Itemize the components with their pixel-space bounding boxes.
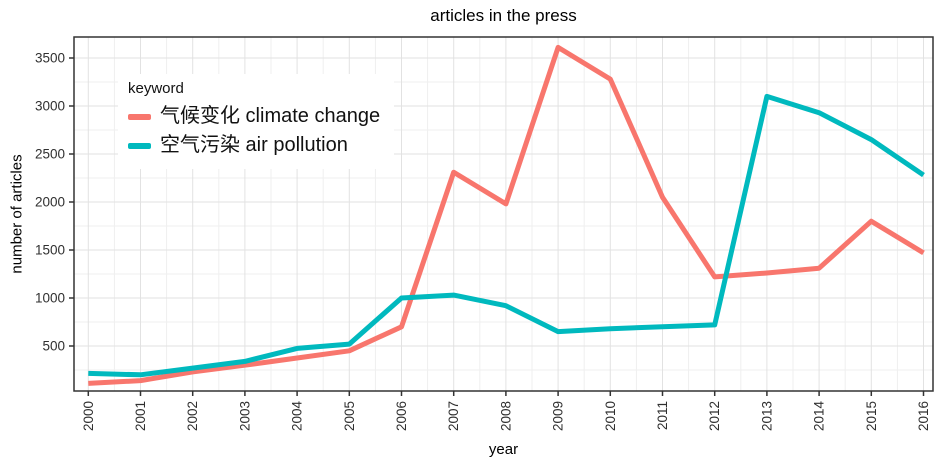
y-tick-label: 1500 <box>35 243 65 258</box>
legend-entry-climate-change: 气候变化 climate change <box>126 103 380 130</box>
series-line-climate-change <box>88 44 925 386</box>
y-tick-label: 2000 <box>35 195 65 210</box>
x-tick-label: 2008 <box>498 401 513 431</box>
air-pollution-line-swatch <box>128 142 151 149</box>
legend-label-climate-change: 气候变化 climate change <box>160 105 381 127</box>
x-tick-label: 2013 <box>759 401 774 431</box>
series-line-air-pollution <box>88 93 925 378</box>
x-tick-label: 2000 <box>81 401 96 431</box>
y-tick-label: 3000 <box>35 99 65 114</box>
x-tick-label: 2015 <box>864 401 879 431</box>
x-tick-label: 2007 <box>446 401 461 431</box>
x-tick-label: 2005 <box>342 401 357 431</box>
x-tick-label: 2010 <box>603 401 618 431</box>
legend-entry-air-pollution: 空气污染 air pollution <box>126 132 380 159</box>
y-tick-label: 500 <box>42 339 65 354</box>
x-tick-label: 2009 <box>551 401 566 431</box>
y-tick-label: 3500 <box>35 51 65 66</box>
x-tick-label: 2014 <box>812 401 827 432</box>
chart-title: articles in the press <box>430 6 577 25</box>
x-tick-label: 2006 <box>394 401 409 431</box>
x-tick-label: 2004 <box>290 401 305 432</box>
climate-change-line-swatch <box>128 113 151 120</box>
legend-title: keyword <box>128 80 184 97</box>
x-tick-label: 2001 <box>133 401 148 431</box>
panel-border <box>73 36 934 392</box>
y-tick-label: 2500 <box>35 147 65 162</box>
x-tick-label: 2016 <box>916 401 931 431</box>
x-tick-label: 2012 <box>707 401 722 431</box>
y-tick-label: 1000 <box>35 291 65 306</box>
x-tick-label: 2011 <box>655 401 670 430</box>
y-axis-title: number of articles <box>8 154 26 274</box>
legend-label-air-pollution: 空气污染 air pollution <box>160 134 348 156</box>
x-tick-label: 2003 <box>237 401 252 431</box>
x-tick-label: 2002 <box>185 401 200 431</box>
legend: keyword 气候变化 climate change 空气污染 air pol… <box>118 74 395 169</box>
x-axis-title: year <box>488 441 519 458</box>
